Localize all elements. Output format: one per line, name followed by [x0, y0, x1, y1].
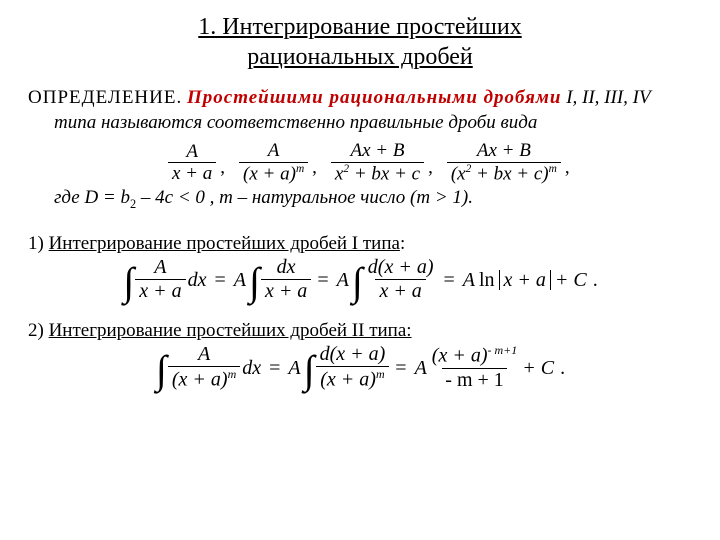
where-clause: где D = b2 – 4c < 0 , m – натуральное чи…	[28, 187, 692, 212]
eq2-period: .	[556, 358, 565, 378]
eq1-f3-den: x + a	[375, 279, 425, 302]
eq1-f1-num: A	[150, 257, 170, 279]
slide-title: 1. Интегрирование простейших рациональны…	[28, 12, 692, 72]
eq2-f3-num: (x + a)- m+1	[429, 344, 520, 368]
comma: ,	[312, 157, 317, 185]
eq2-f1-den: (x + a)m	[168, 366, 240, 391]
comma: ,	[565, 157, 570, 185]
section-1-head: 1) Интегрирование простейших дробей I ти…	[28, 233, 692, 255]
eq2-f3-den-t: - m + 1	[445, 369, 504, 391]
eq2-f1-den-exp: m	[228, 367, 237, 381]
eq1-f3-num: d(x + a)	[364, 257, 438, 279]
def-tail1: I, II, III, IV	[561, 87, 650, 108]
fraction-types-row: A x + a , A (x + a)m , Ax + B x2 + bx + …	[28, 141, 692, 184]
eq1-abs: x + a	[499, 270, 551, 290]
f4-num: Ax + B	[473, 141, 535, 162]
eq1-A3: A	[461, 270, 477, 290]
eq1-frac2: dx x + a	[261, 257, 311, 302]
int-icon: ∫	[351, 262, 364, 302]
f4-den: (x2 + bx + c)m	[447, 162, 561, 184]
equation-1: ∫ A x + a dx = A ∫ dx x + a = A ∫ d(x + …	[28, 257, 692, 302]
eq1-frac1: A x + a	[135, 257, 185, 302]
title-line-2: рациональных дробей	[247, 44, 473, 70]
f2-num: A	[264, 141, 284, 162]
f2-den: (x + a)m	[239, 162, 308, 184]
sec1-lead: 1)	[28, 233, 49, 254]
eq1-dx1: dx	[186, 270, 209, 290]
sec2-lead: 2)	[28, 320, 49, 341]
eq1-A1: A	[232, 270, 248, 290]
definition-block: ОПРЕДЕЛЕНИЕ. Простейшими рациональными д…	[28, 86, 692, 135]
f2-den-exp: m	[296, 163, 304, 175]
sec2-title: Интегрирование простейших дробей II типа…	[49, 320, 412, 341]
equals: =	[389, 358, 412, 378]
equals: =	[263, 358, 286, 378]
eq2-A1: A	[286, 358, 302, 378]
int-icon: ∫	[155, 350, 168, 390]
where-m: – 4c < 0 , m – натуральное число (m > 1)…	[136, 187, 473, 208]
def-label: ОПРЕДЕЛЕНИЕ.	[28, 87, 182, 108]
sec1-colon: :	[400, 233, 405, 254]
equals: =	[311, 270, 334, 290]
equals: =	[208, 270, 231, 290]
eq2-frac1: A (x + a)m	[168, 344, 240, 391]
where-l: где D = b	[54, 187, 130, 208]
eq2-f1-num: A	[194, 344, 214, 366]
sec1-title: Интегрирование простейших дробей I типа	[49, 233, 400, 254]
def-tail2: типа называются соответственно правильны…	[28, 111, 692, 136]
int-icon: ∫	[303, 350, 316, 390]
f1-num: A	[182, 142, 202, 163]
eq2-f2-den-exp: m	[376, 367, 385, 381]
eq2-frac2: d(x + a) (x + a)m	[316, 344, 390, 391]
eq2-A2: A	[413, 358, 429, 378]
frac-type-2: A (x + a)m	[239, 141, 308, 184]
eq2-f3-num-l: (x + a)	[432, 345, 488, 367]
eq1-f2-den: x + a	[261, 279, 311, 302]
eq2-dx: dx	[240, 358, 263, 378]
eq2-f1-den-l: (x + a)	[172, 369, 228, 391]
equation-2: ∫ A (x + a)m dx = A ∫ d(x + a) (x + a)m …	[28, 344, 692, 391]
comma: ,	[428, 157, 433, 185]
eq1-f2-num: dx	[273, 257, 300, 279]
f4-den-e2: m	[549, 163, 557, 175]
eq2-f2-den: (x + a)m	[316, 366, 388, 391]
comma: ,	[220, 157, 225, 185]
f2-den-base: (x + a)	[243, 164, 296, 185]
def-term: Простейшими рациональными дробями	[187, 87, 561, 108]
equals: =	[437, 270, 460, 290]
eq2-f3-num-exp: - m+1	[488, 343, 518, 357]
eq1-plusC: + C	[553, 270, 589, 290]
f3-den: x2 + bx + c	[331, 162, 424, 184]
slide-root: 1. Интегрирование простейших рациональны…	[0, 0, 720, 403]
f3-den-r: + bx + c	[349, 164, 420, 185]
int-icon: ∫	[122, 262, 135, 302]
eq2-f2-den-l: (x + a)	[320, 369, 376, 391]
f3-num: Ax + B	[347, 141, 409, 162]
eq1-period: .	[589, 270, 598, 290]
eq1-ln: ln	[477, 270, 497, 290]
eq2-plusC: + C	[520, 358, 556, 378]
eq1-frac3: d(x + a) x + a	[364, 257, 438, 302]
frac-type-1: A x + a	[168, 142, 216, 185]
eq2-frac3: (x + a)- m+1 - m + 1	[429, 344, 520, 391]
eq1-f1-den: x + a	[135, 279, 185, 302]
eq1-A2: A	[335, 270, 351, 290]
section-2-head: 2) Интегрирование простейших дробей II т…	[28, 320, 692, 342]
title-line-1: 1. Интегрирование простейших	[198, 14, 521, 40]
f4-den-l: (x	[451, 164, 466, 185]
f1-den: x + a	[168, 162, 216, 184]
frac-type-3: Ax + B x2 + bx + c	[331, 141, 424, 184]
eq2-f2-num: d(x + a)	[316, 344, 390, 366]
frac-type-4: Ax + B (x2 + bx + c)m	[447, 141, 561, 184]
eq2-f3-den: - m + 1	[442, 368, 507, 391]
f4-den-mid: + bx + c)	[471, 164, 548, 185]
int-icon: ∫	[248, 262, 261, 302]
